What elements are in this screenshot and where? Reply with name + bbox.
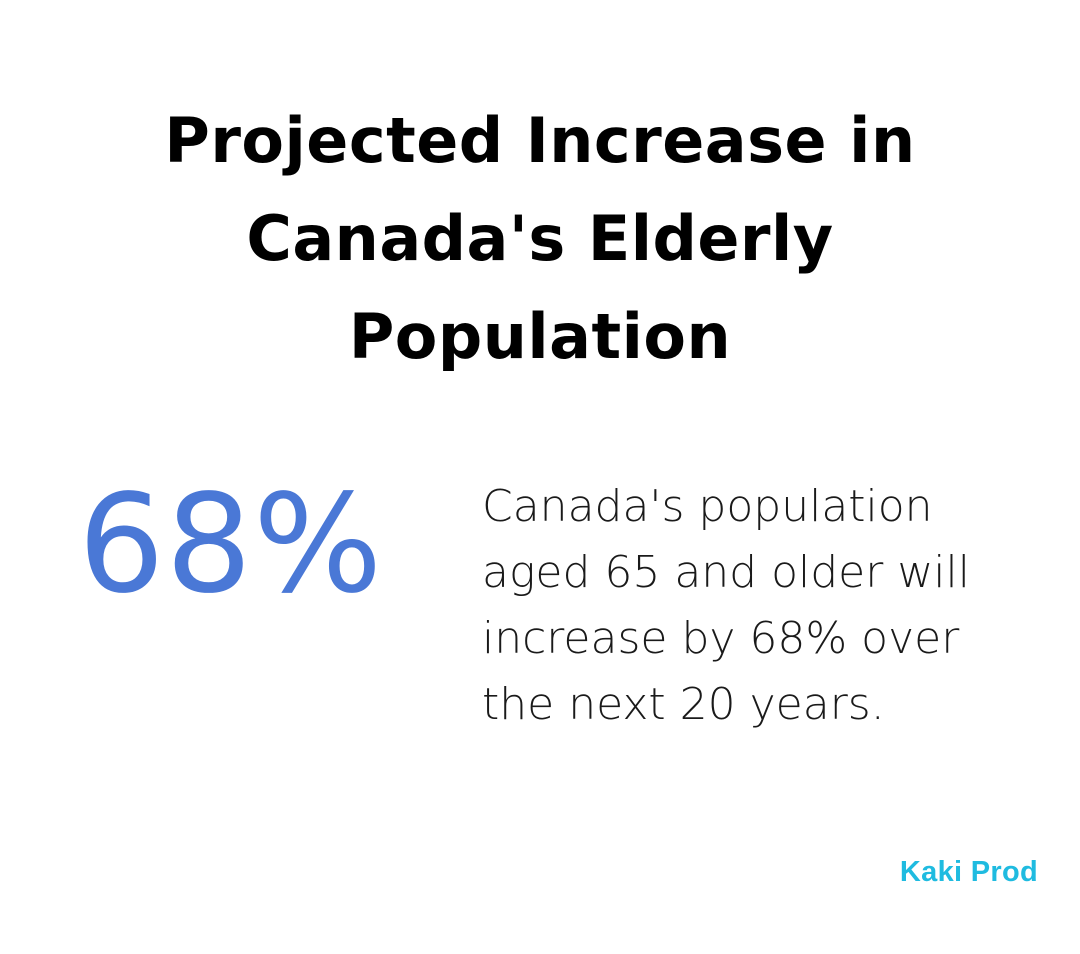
- brand-logo: Kaki Prod: [899, 856, 1038, 888]
- stat-value: 68%: [78, 466, 384, 624]
- stat-description: Canada's population aged 65 and older wi…: [482, 481, 970, 730]
- page-title: Projected Increase in Canada's Elderly P…: [164, 104, 916, 373]
